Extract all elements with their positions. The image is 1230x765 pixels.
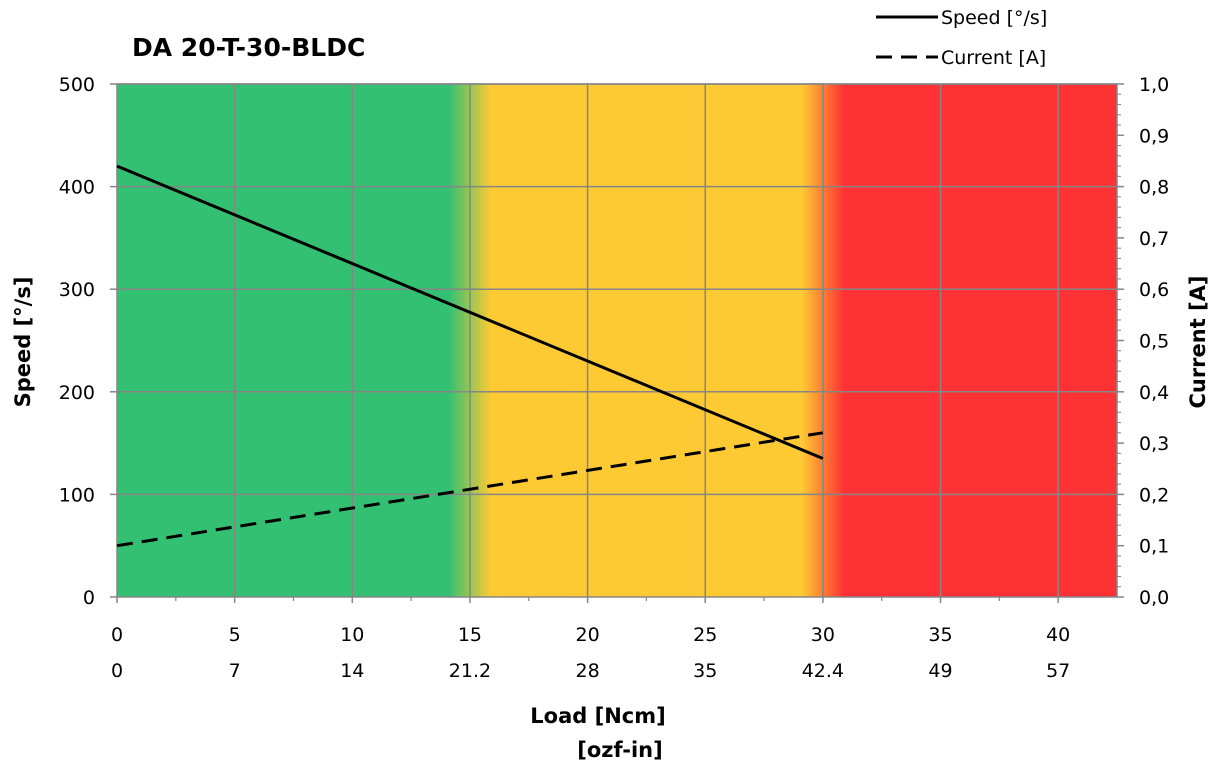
x-axis-label: Load [Ncm]: [530, 704, 665, 728]
x2-tick-label: 0: [111, 660, 123, 682]
x-tick-label: 15: [458, 624, 482, 646]
x-tick-label: 25: [693, 624, 717, 646]
legend-label-speed: Speed [°/s]: [941, 7, 1047, 29]
y2-tick-label: 0,7: [1139, 228, 1169, 250]
x2-tick-label: 57: [1046, 660, 1070, 682]
y-tick-label: 400: [59, 177, 95, 199]
x-tick-label: 20: [575, 624, 599, 646]
y2-tick-label: 0,4: [1139, 382, 1169, 404]
series-line-0: [116, 164, 824, 460]
y2-tick-label: 1,0: [1139, 74, 1169, 96]
x2-tick-label: 21.2: [449, 660, 491, 682]
y2-axis-label: Current [A]: [1186, 275, 1210, 408]
x-tick-label: 35: [928, 624, 952, 646]
y2-tick-label: 0,6: [1139, 279, 1169, 301]
y-tick-label: 100: [59, 484, 95, 506]
y-tick-label: 200: [59, 382, 95, 404]
y-axis-label: Speed [°/s]: [11, 277, 35, 408]
legend-label-current: Current [A]: [941, 47, 1046, 69]
zone-background: [117, 84, 1117, 597]
x-tick-label: 40: [1046, 624, 1070, 646]
x2-tick-label: 49: [928, 660, 952, 682]
y2-tick-label: 0,2: [1139, 484, 1169, 506]
y-tick-label: 300: [59, 279, 95, 301]
y2-tick-label: 0,1: [1139, 536, 1169, 558]
x-tick-label: 30: [811, 624, 835, 646]
y2-tick-label: 0,5: [1139, 331, 1169, 353]
y-tick-label: 0: [83, 587, 95, 609]
y-tick-label: 500: [59, 74, 95, 96]
x-tick-label: 0: [111, 624, 123, 646]
y2-tick-label: 0,3: [1139, 433, 1169, 455]
chart-title: DA 20-T-30-BLDC: [132, 33, 365, 62]
y2-tick-label: 0,0: [1139, 587, 1169, 609]
axes: [110, 83, 1124, 603]
legend: Speed [°/s] Current [A]: [876, 7, 1047, 69]
x2-axis-label: [ozf-in]: [577, 738, 662, 762]
x2-tick-label: 7: [229, 660, 241, 682]
x2-tick-label: 14: [340, 660, 364, 682]
x2-tick-label: 28: [575, 660, 599, 682]
y2-tick-label: 0,9: [1139, 125, 1169, 147]
x-tick-label: 10: [340, 624, 364, 646]
series: [116, 164, 824, 548]
x-tick-label: 5: [229, 624, 241, 646]
series-line-1: [116, 431, 824, 548]
x2-tick-label: 35: [693, 660, 717, 682]
x2-tick-label: 42.4: [802, 660, 844, 682]
y2-tick-label: 0,8: [1139, 177, 1169, 199]
labels: 005710141521.2202825353042.4354940570100…: [59, 74, 1169, 682]
